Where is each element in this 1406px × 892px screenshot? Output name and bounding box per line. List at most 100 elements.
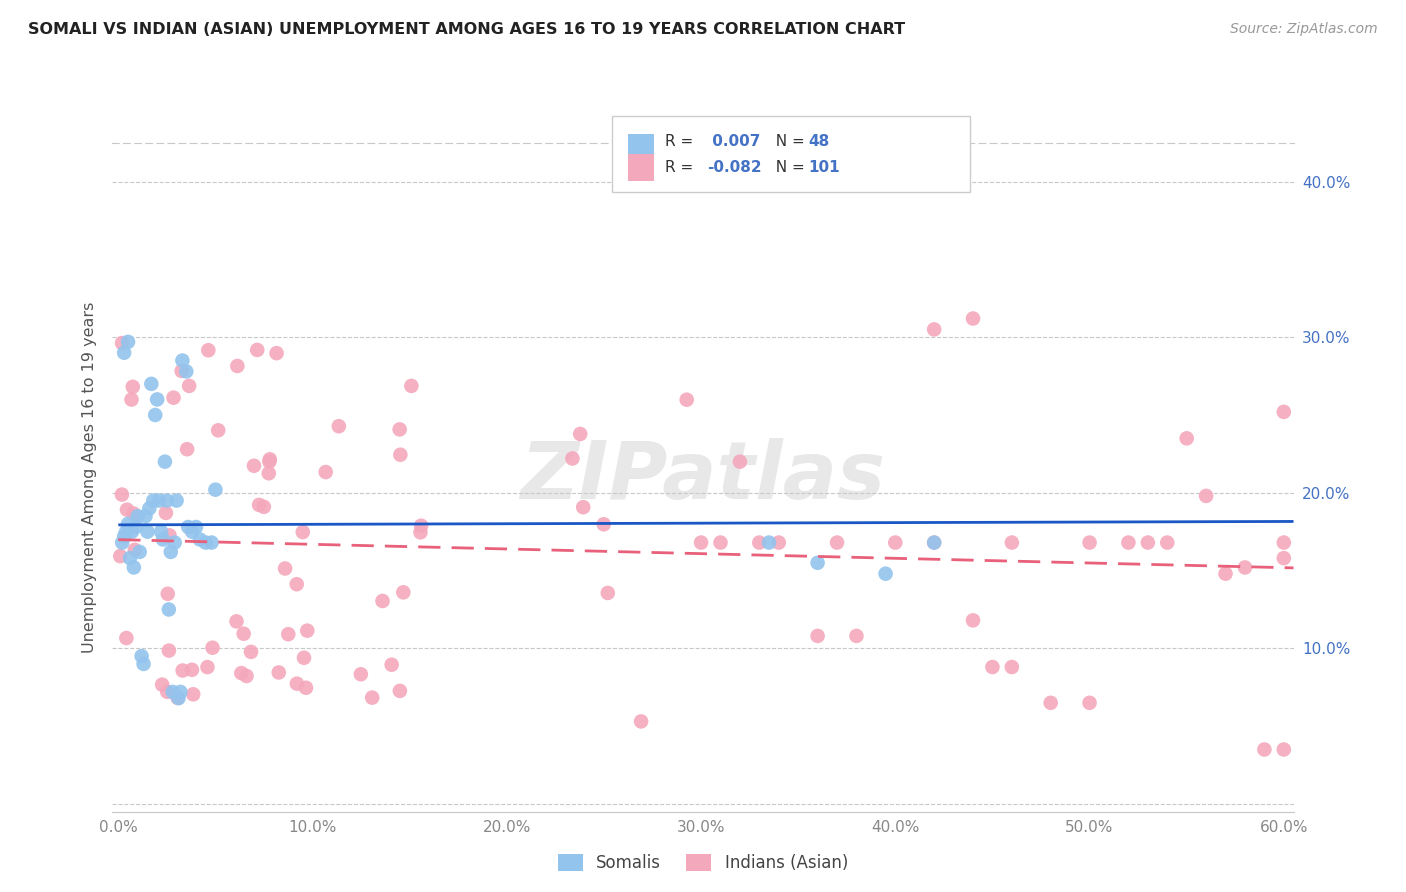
Point xyxy=(176,442,198,457)
Point xyxy=(111,487,134,501)
Point xyxy=(1233,560,1256,574)
Point xyxy=(1001,660,1024,674)
Point xyxy=(277,627,299,641)
Point xyxy=(115,502,138,516)
Point xyxy=(162,391,184,405)
Point xyxy=(141,376,163,391)
Point xyxy=(150,678,173,692)
Point xyxy=(121,392,143,407)
Point xyxy=(561,451,583,466)
Text: ZIPatlas: ZIPatlas xyxy=(520,438,886,516)
Point xyxy=(152,533,174,547)
Point xyxy=(235,669,257,683)
Point xyxy=(128,545,150,559)
Point xyxy=(748,535,770,549)
Point xyxy=(259,455,281,469)
Point xyxy=(1195,489,1218,503)
Text: Source: ZipAtlas.com: Source: ZipAtlas.com xyxy=(1230,22,1378,37)
Point xyxy=(124,542,146,557)
Text: N =: N = xyxy=(766,135,810,149)
Point xyxy=(156,493,179,508)
Point xyxy=(122,507,145,521)
Point xyxy=(596,586,619,600)
Point xyxy=(1272,535,1295,549)
Point xyxy=(225,615,247,629)
Text: R =: R = xyxy=(665,161,699,175)
Legend: Somalis, Indians (Asian): Somalis, Indians (Asian) xyxy=(550,846,856,880)
Point xyxy=(247,498,270,512)
Point xyxy=(167,691,190,706)
Point xyxy=(392,585,415,599)
Point xyxy=(253,500,276,514)
Point xyxy=(138,501,160,516)
Point xyxy=(922,535,945,549)
Text: -0.082: -0.082 xyxy=(707,161,762,175)
Point xyxy=(922,322,945,336)
Point xyxy=(115,631,138,645)
Point xyxy=(315,465,337,479)
Point xyxy=(118,551,141,566)
Point xyxy=(162,685,184,699)
Point xyxy=(172,353,194,368)
Point xyxy=(266,346,288,360)
Point xyxy=(174,364,197,378)
Point xyxy=(257,467,280,481)
Point xyxy=(267,665,290,680)
Point xyxy=(148,493,170,508)
Point xyxy=(111,535,134,549)
Point xyxy=(274,561,297,575)
Point xyxy=(134,509,156,524)
Point xyxy=(169,685,191,699)
Point xyxy=(1078,696,1101,710)
Point xyxy=(146,392,169,407)
Point xyxy=(172,664,194,678)
Point xyxy=(127,509,149,524)
Point xyxy=(159,528,181,542)
Point xyxy=(226,359,249,373)
Point xyxy=(388,422,411,436)
Point xyxy=(156,587,179,601)
Text: 101: 101 xyxy=(808,161,839,175)
Point xyxy=(1272,742,1295,756)
Point xyxy=(292,650,315,665)
Point xyxy=(401,379,423,393)
Point xyxy=(592,517,614,532)
Point xyxy=(163,535,186,549)
Point xyxy=(142,493,165,508)
Point xyxy=(758,535,780,549)
Point xyxy=(675,392,697,407)
Point xyxy=(728,455,751,469)
Point xyxy=(371,594,394,608)
Point xyxy=(295,681,318,695)
Point xyxy=(768,535,790,549)
Point xyxy=(962,311,984,326)
Point xyxy=(1039,696,1062,710)
Point xyxy=(1215,566,1237,581)
Point xyxy=(1272,405,1295,419)
Point xyxy=(177,520,200,534)
Point xyxy=(197,660,219,674)
Point xyxy=(807,629,830,643)
Point xyxy=(166,690,188,705)
Point xyxy=(204,483,226,497)
Point xyxy=(569,426,592,441)
Point xyxy=(962,613,984,627)
Point xyxy=(981,660,1004,674)
Point xyxy=(572,500,595,515)
Point xyxy=(291,524,314,539)
Point xyxy=(112,345,135,359)
Point xyxy=(807,556,830,570)
Point xyxy=(1156,535,1178,549)
Point xyxy=(121,380,143,394)
Point xyxy=(361,690,384,705)
Point xyxy=(243,458,266,473)
Point xyxy=(1253,742,1275,756)
Point xyxy=(112,529,135,543)
Point xyxy=(132,657,155,671)
Point xyxy=(297,624,319,638)
Text: R =: R = xyxy=(665,135,699,149)
Point xyxy=(884,535,907,549)
Point xyxy=(875,566,897,581)
Point xyxy=(155,506,177,520)
Text: 48: 48 xyxy=(808,135,830,149)
